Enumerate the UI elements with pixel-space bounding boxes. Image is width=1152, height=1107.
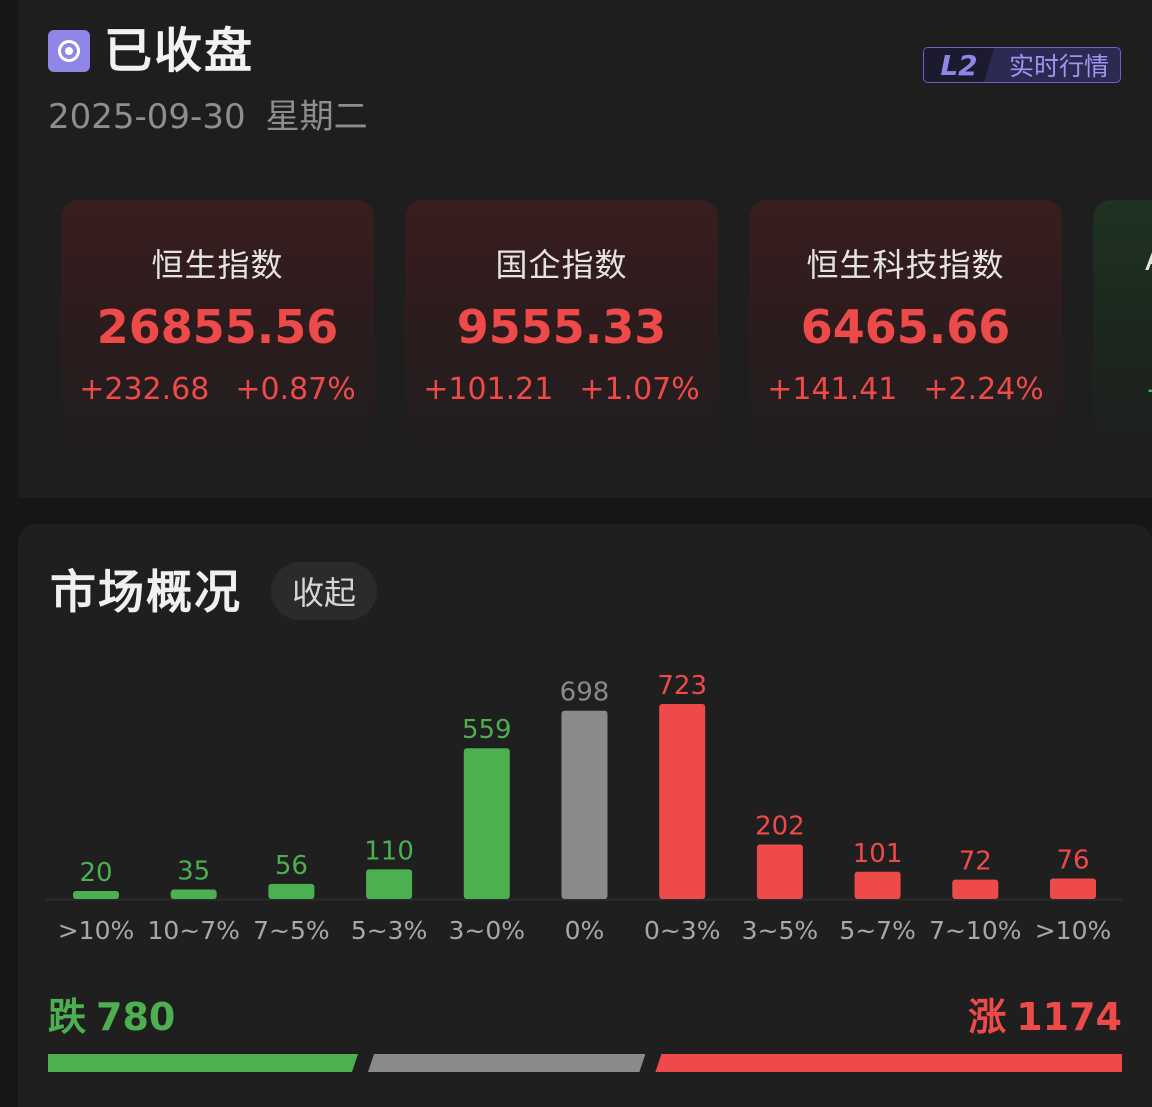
date-line: 2025-09-30 星期二 [48,94,368,140]
index-value: 9555.33 [456,300,667,354]
index-change: +101.21 [423,372,554,407]
category-tick-label: 7~5% [253,916,330,945]
bar-value-label: 72 [959,847,992,877]
category-tick-label: 3~5% [742,916,819,945]
index-change-row: - [1093,372,1152,407]
category-tick-label: 7~10% [929,916,1021,945]
category-tick-label: 0% [565,916,605,945]
distribution-bar [366,869,413,899]
category-tick-label: >10% [58,916,135,945]
distribution-bar [463,748,510,899]
market-status-panel: 已收盘 2025-09-30 星期二 L2 实时行情 恒生指数 26855.56… [18,0,1152,498]
index-value: 26855.56 [96,300,339,354]
category-tick-label: 5~3% [351,916,428,945]
bar-value-label: 76 [1056,846,1089,876]
advancers-summary: 涨 1174 [968,992,1122,1042]
distribution-bar [561,710,608,899]
decliners-count: 780 [96,995,176,1039]
ratio-bar-unchanged [368,1054,645,1072]
decliners-label: 跌 [48,995,87,1039]
record-stop-icon [48,30,90,72]
distribution-bar [1050,878,1096,899]
index-change-row: +232.68 +0.87% [61,372,374,407]
index-value: 6465.66 [800,300,1011,354]
ratio-bar-decliners [48,1054,358,1072]
l2-badge-label: 实时行情 [1008,52,1109,81]
category-tick-label: 10~7% [147,916,239,945]
bar-value-label: 101 [853,839,903,869]
advancers-label: 涨 [968,995,1007,1039]
market-status-title: 已收盘 [104,23,255,79]
index-name: 恒生科技指数 [806,246,1005,284]
distribution-bar [73,891,119,899]
index-card-partial[interactable]: A - [1093,200,1152,464]
l2-realtime-badge[interactable]: L2 实时行情 [923,47,1121,83]
distribution-bar [268,883,315,899]
weekday: 星期二 [265,97,368,137]
bar-value-label: 110 [364,836,414,866]
distribution-bar [756,844,803,899]
bar-value-label: 35 [177,857,210,887]
index-name: 国企指数 [495,246,628,284]
distribution-bar [952,879,999,899]
ratio-bar-advancers [655,1054,1122,1072]
distribution-bar [854,871,901,899]
decliners-summary: 跌 780 [48,992,175,1042]
index-name: 恒生指数 [151,246,284,284]
trade-date: 2025-09-30 [48,97,246,137]
index-change-pct: +0.87% [235,372,356,407]
index-card-hscei[interactable]: 国企指数 9555.33 +101.21 +1.07% [405,200,718,464]
advance-decline-ratio-bar [48,1054,1122,1074]
index-change: +141.41 [767,372,898,407]
index-change-row: +101.21 +1.07% [405,372,718,407]
bar-value-label: 723 [657,671,707,701]
index-change-pct: +1.07% [579,372,700,407]
bar-value-label: 698 [560,678,610,708]
bar-value-label: 20 [79,858,112,888]
category-tick-label: 3~0% [449,916,526,945]
l2-logo: L2 [924,48,994,82]
index-name: A [1093,240,1152,278]
market-overview-panel: 市场概况 收起 20 >10% 35 10~7% 56 7~5% 110 5~3% 559 3~0… [18,524,1152,1107]
category-tick-label: 0~3% [644,916,721,945]
price-change-distribution-chart: 20 >10% 35 10~7% 56 7~5% 110 5~3% 559 3~0% 698 0% 72… [46,671,1122,945]
advancers-count: 1174 [1016,995,1122,1039]
index-card-hsi[interactable]: 恒生指数 26855.56 +232.68 +0.87% [61,200,374,464]
bar-value-label: 56 [275,851,308,881]
collapse-button[interactable]: 收起 [271,562,377,620]
bar-value-label: 202 [755,812,805,842]
market-overview-title: 市场概况 [50,565,242,619]
category-tick-label: 5~7% [839,916,916,945]
index-change-row: +141.41 +2.24% [749,372,1062,407]
index-change: - [1147,372,1152,407]
distribution-bar [659,704,706,899]
index-change-pct: +2.24% [923,372,1044,407]
distribution-bar [170,889,217,899]
bar-value-label: 559 [462,715,512,745]
index-card-hstech[interactable]: 恒生科技指数 6465.66 +141.41 +2.24% [749,200,1062,464]
index-change: +232.68 [79,372,210,407]
category-tick-label: >10% [1035,916,1112,945]
